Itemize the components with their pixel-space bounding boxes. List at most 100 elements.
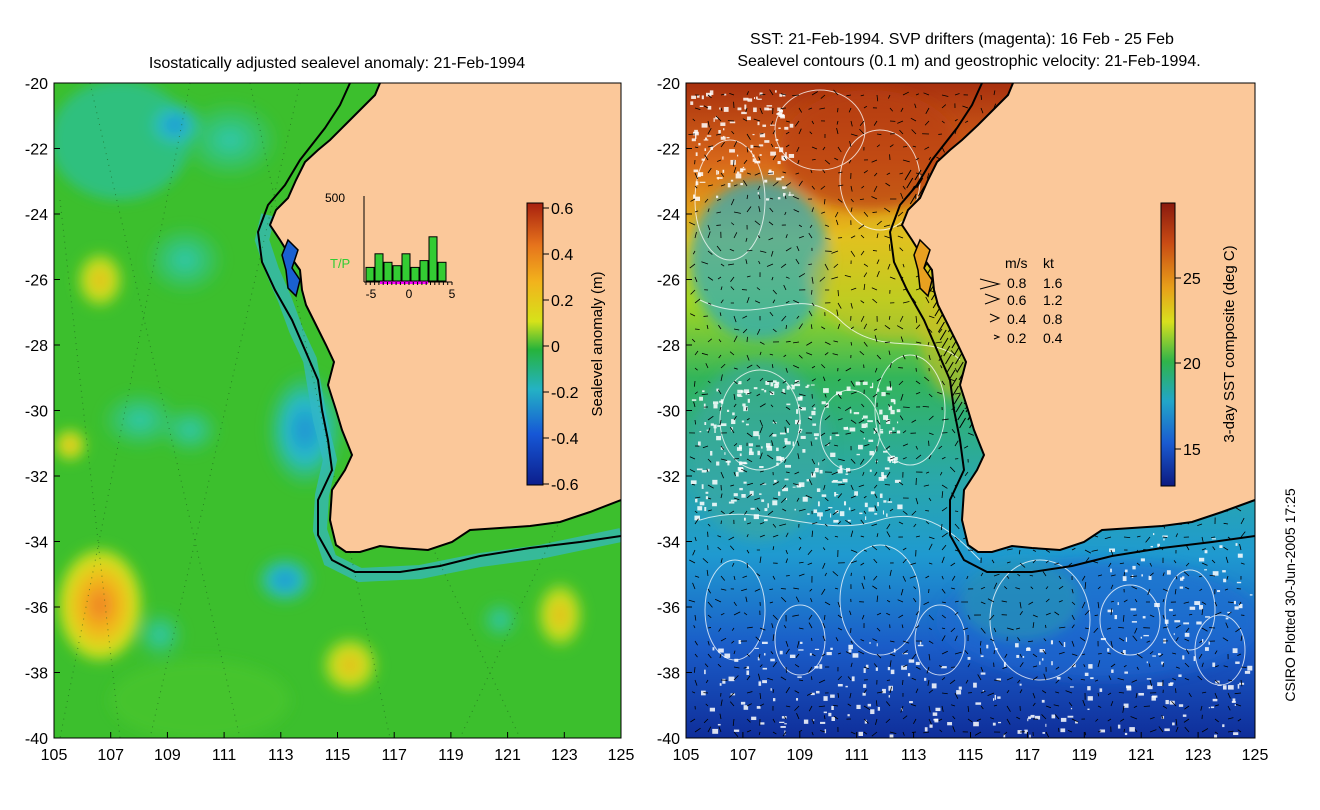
velocity-arrow <box>769 89 774 96</box>
velocity-arrow <box>888 403 891 408</box>
velocity-arrow <box>707 640 710 646</box>
cloud-speck <box>980 672 986 675</box>
left-colorbar-ramp <box>526 202 544 486</box>
velocity-arrow <box>694 107 701 110</box>
velocity-arrow <box>1017 679 1021 684</box>
velocity-arrow <box>808 310 813 317</box>
cloud-speck <box>1042 732 1046 734</box>
cloud-speck <box>701 95 704 100</box>
cloud-speck <box>886 419 891 425</box>
cloud-speck <box>779 109 783 114</box>
right-ytick-label: -40 <box>657 731 680 748</box>
velocity-arrow <box>1058 640 1063 646</box>
cloud-speck <box>892 427 895 431</box>
cloud-speck <box>869 450 874 456</box>
velocity-arrow <box>772 614 778 620</box>
velocity-arrow <box>707 458 712 463</box>
cloud-speck <box>877 388 880 392</box>
cloud-speck <box>694 129 698 134</box>
velocity-arrow <box>1045 560 1049 564</box>
cloud-speck <box>696 95 700 98</box>
velocity-arrow <box>793 300 800 304</box>
velocity-arrow <box>1108 562 1112 568</box>
velocity-arrow <box>783 284 787 291</box>
velocity-arrow <box>873 484 878 489</box>
velocity-arrow <box>911 653 917 660</box>
cloud-speck <box>784 464 791 468</box>
cloud-speck <box>1090 677 1094 680</box>
velocity-arrow <box>796 146 800 153</box>
velocity-arrow <box>1042 649 1047 655</box>
velocity-arrow <box>707 302 712 305</box>
velocity-arrow <box>718 354 722 359</box>
velocity-arrow <box>733 458 740 460</box>
inset-ymax-label: 500 <box>325 191 345 205</box>
cloud-speck <box>1129 727 1135 732</box>
velocity-arrow <box>876 653 882 659</box>
cloud-speck <box>1016 654 1020 658</box>
velocity-arrow <box>746 653 750 657</box>
velocity-arrow <box>902 457 907 460</box>
cloud-speck <box>747 98 753 102</box>
cloud-speck <box>706 429 710 431</box>
inset-bar <box>374 253 384 282</box>
velocity-arrow <box>1071 663 1076 668</box>
cloud-speck <box>819 469 823 474</box>
velocity-arrow <box>729 248 735 252</box>
velocity-arrow <box>860 535 865 538</box>
cloud-speck <box>879 493 883 498</box>
velocity-arrow <box>716 159 722 162</box>
cloud-speck <box>1236 581 1242 584</box>
cloud-speck <box>779 721 785 723</box>
velocity-arrow <box>872 298 878 304</box>
velocity-arrow <box>850 560 857 564</box>
velocity-arrow <box>769 432 774 437</box>
cloud-speck <box>797 396 803 401</box>
velocity-arrow <box>1201 562 1208 566</box>
plot-credit: CSIRO Plotted 30-Jun-2005 17:25 <box>1282 488 1298 701</box>
velocity-arrow <box>1043 638 1047 642</box>
left-ytick-label: -30 <box>25 404 48 421</box>
velocity-arrow <box>902 575 907 582</box>
cloud-speck <box>694 515 700 521</box>
velocity-arrow <box>1214 692 1218 699</box>
velocity-arrow <box>809 224 813 229</box>
cloud-speck <box>704 669 706 675</box>
velocity-arrow <box>733 232 738 239</box>
velocity-arrow <box>915 157 919 161</box>
velocity-arrow <box>925 296 930 304</box>
cloud-speck <box>830 513 832 518</box>
cloud-speck <box>862 415 868 419</box>
velocity-arrow <box>823 484 826 490</box>
velocity-arrow <box>889 731 897 735</box>
cloud-speck <box>830 647 833 650</box>
velocity-arrow <box>1131 679 1138 683</box>
velocity-arrow <box>902 679 904 685</box>
velocity-arrow <box>1225 556 1229 564</box>
cloud-speck <box>1069 686 1074 688</box>
velocity-arrow <box>772 731 777 735</box>
cloud-speck <box>1110 568 1112 573</box>
velocity-arrow <box>909 575 917 579</box>
velocity-arrow <box>966 575 969 580</box>
cloud-speck <box>1222 685 1227 690</box>
velocity-arrow <box>733 650 736 655</box>
velocity-arrow <box>785 648 790 655</box>
velocity-arrow <box>794 471 800 475</box>
cloud-speck <box>710 450 713 456</box>
velocity-arrow <box>928 315 935 319</box>
velocity-arrow <box>1094 614 1099 617</box>
velocity-legend-kt-2: 0.8 <box>1043 311 1063 327</box>
velocity-arrow <box>824 601 831 606</box>
velocity-arrow <box>889 508 894 512</box>
cloud-speck <box>702 390 705 393</box>
cloud-speck <box>809 653 812 656</box>
velocity-arrow <box>784 716 787 720</box>
velocity-arrow <box>810 441 813 447</box>
velocity-arrow <box>772 289 777 295</box>
velocity-arrow <box>1162 572 1165 577</box>
velocity-arrow <box>1067 676 1073 681</box>
cloud-speck <box>811 473 816 478</box>
cloud-speck <box>831 716 836 721</box>
velocity-arrow <box>923 484 930 487</box>
